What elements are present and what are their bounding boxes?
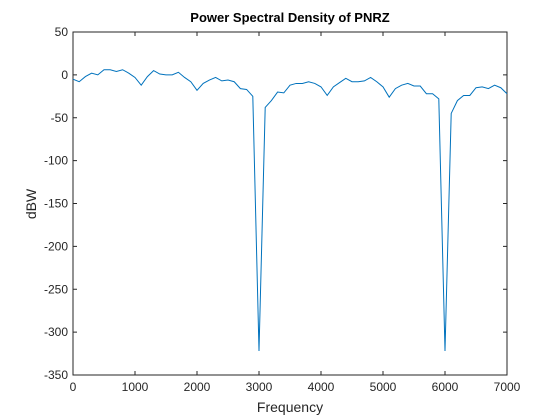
x-tick-label: 3000 (246, 380, 273, 394)
plot-frame (72, 31, 508, 376)
x-tick-label: 2000 (184, 380, 211, 394)
y-tick-label: 50 (55, 25, 69, 39)
y-tick-label: -350 (44, 368, 68, 382)
y-tick-label: -50 (51, 111, 69, 125)
x-tick-label: 4000 (308, 380, 335, 394)
y-tick-label: -300 (44, 325, 68, 339)
y-tick-label: 0 (61, 68, 68, 82)
x-tick-label: 7000 (494, 380, 521, 394)
x-tick-label: 5000 (370, 380, 397, 394)
x-tick-label: 6000 (432, 380, 459, 394)
y-axis-label: dBW (23, 188, 39, 219)
y-tick-label: -100 (44, 154, 68, 168)
chart-title: Power Spectral Density of PNRZ (190, 10, 389, 25)
y-tick-label: -250 (44, 282, 68, 296)
y-tick-label: -150 (44, 197, 68, 211)
x-tick-label: 1000 (122, 380, 149, 394)
x-axis-label: Frequency (257, 399, 323, 415)
data-line (72, 69, 508, 352)
y-tick-label: -200 (44, 239, 68, 253)
x-tick-label: 0 (70, 380, 77, 394)
